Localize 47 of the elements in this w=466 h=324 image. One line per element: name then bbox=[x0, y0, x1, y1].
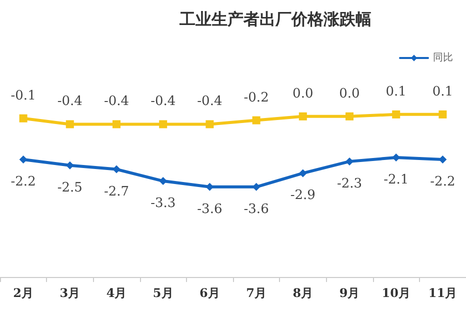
data-label: -0.2 bbox=[244, 90, 269, 106]
point bbox=[19, 155, 28, 164]
data-label: -0.4 bbox=[150, 94, 176, 110]
legend-label: 同比 bbox=[433, 52, 453, 64]
x-tick-label: 11月 bbox=[428, 286, 458, 300]
x-tick-label: 3月 bbox=[60, 286, 80, 300]
data-label: -2.1 bbox=[384, 172, 409, 188]
point bbox=[112, 165, 120, 174]
x-tick-label: 10月 bbox=[382, 286, 410, 300]
x-tick-label: 7月 bbox=[246, 286, 266, 300]
point bbox=[19, 114, 28, 122]
point bbox=[206, 120, 214, 128]
data-label: 0.1 bbox=[386, 84, 406, 100]
data-label: -2.5 bbox=[57, 180, 82, 196]
x-tick-label: 5月 bbox=[152, 286, 174, 300]
point bbox=[159, 120, 168, 128]
data-label: 0.0 bbox=[339, 86, 360, 102]
point bbox=[252, 116, 260, 124]
data-label: -2.3 bbox=[336, 176, 362, 192]
data-label: -3.6 bbox=[197, 202, 222, 217]
data-label: -3.6 bbox=[244, 202, 269, 217]
data-label: 0.0 bbox=[292, 86, 314, 102]
data-label: -0.4 bbox=[104, 94, 130, 110]
point bbox=[66, 120, 74, 128]
data-label: -0.1 bbox=[10, 88, 36, 104]
x-tick-label: 4月 bbox=[106, 286, 127, 300]
point bbox=[392, 110, 400, 118]
point bbox=[438, 110, 447, 118]
x-tick-label: 2月 bbox=[13, 286, 34, 300]
data-label: -0.4 bbox=[57, 94, 82, 110]
point bbox=[298, 112, 307, 120]
x-tick-label: 8月 bbox=[292, 286, 314, 300]
data-label: -2.2 bbox=[10, 174, 36, 190]
point bbox=[346, 157, 354, 166]
point bbox=[346, 112, 354, 120]
point bbox=[298, 169, 307, 178]
data-label: -2.7 bbox=[104, 184, 130, 200]
data-label: -2.2 bbox=[430, 174, 456, 190]
data-label: -3.3 bbox=[150, 196, 176, 212]
point bbox=[438, 155, 447, 164]
data-label: -2.9 bbox=[290, 188, 316, 204]
point bbox=[112, 120, 120, 128]
data-label: 0.1 bbox=[432, 84, 454, 100]
x-tick-label: 9月 bbox=[339, 286, 360, 300]
data-label: -0.4 bbox=[197, 94, 222, 110]
chart-title: 工业生产者出厂价格涨跌幅 bbox=[178, 10, 372, 28]
x-tick-label: 6月 bbox=[200, 286, 220, 300]
